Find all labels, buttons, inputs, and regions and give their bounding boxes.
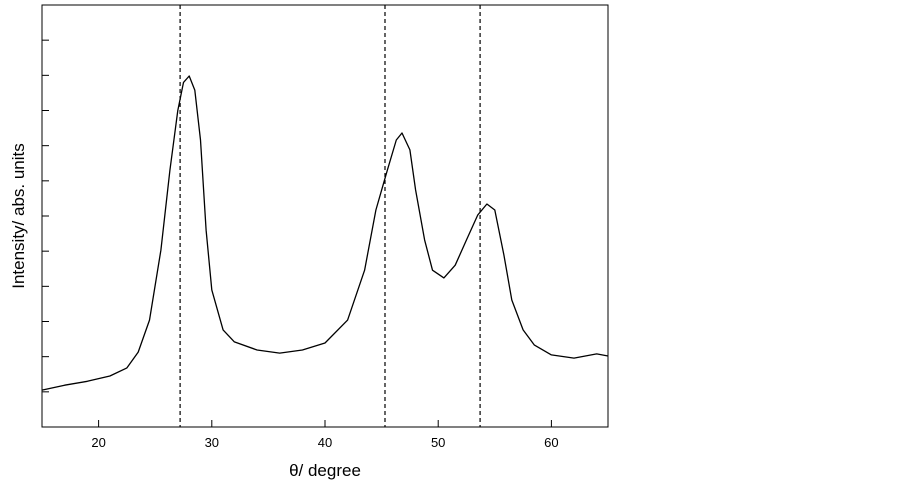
x-tick-label: 20 <box>91 435 105 450</box>
x-tick-label: 60 <box>544 435 558 450</box>
data-line <box>41 75 609 391</box>
plot-frame <box>41 4 609 428</box>
x-tick-label: 50 <box>431 435 445 450</box>
y-axis-title: Intensity/ abs. units <box>9 143 28 289</box>
x-axis-title: θ/ degree <box>289 461 361 480</box>
x-tick-label: 40 <box>318 435 332 450</box>
x-tick-label: 30 <box>205 435 219 450</box>
